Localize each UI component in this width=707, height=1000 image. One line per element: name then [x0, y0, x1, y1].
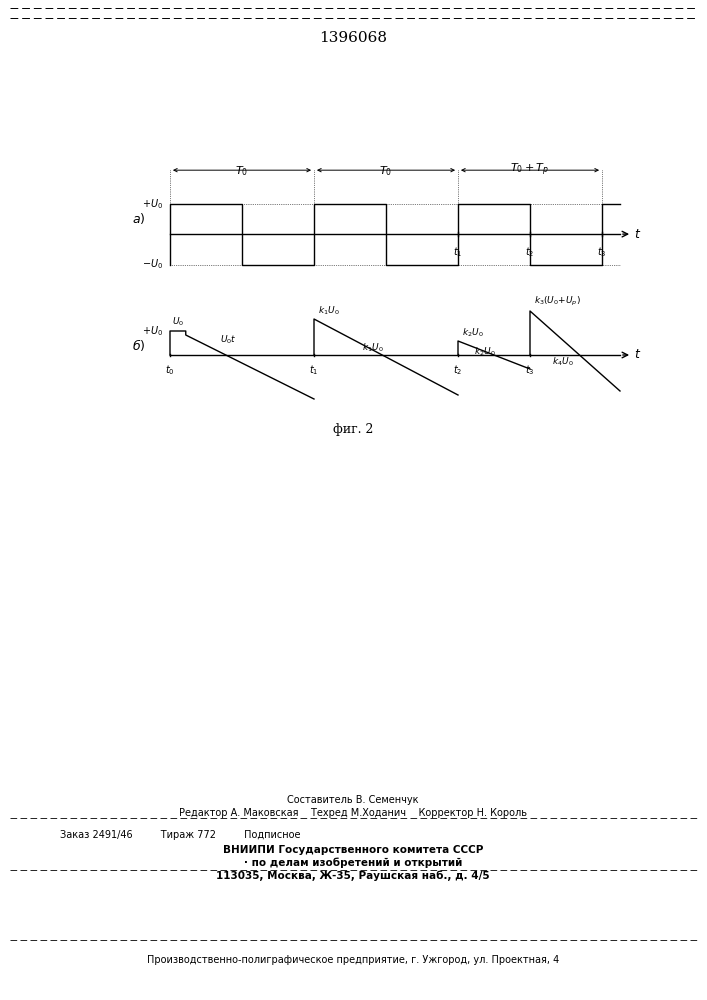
Text: · по делам изобретений и открытий: · по делам изобретений и открытий [244, 858, 462, 868]
Text: $t_3$: $t_3$ [525, 363, 534, 377]
Text: $k_2 U_0$: $k_2 U_0$ [462, 326, 484, 339]
Text: $-U_0$: $-U_0$ [142, 258, 163, 271]
Text: $U_0 t$: $U_0 t$ [220, 334, 237, 347]
Text: $t$: $t$ [633, 228, 641, 241]
Text: ВНИИПИ Государственного комитета СССР: ВНИИПИ Государственного комитета СССР [223, 845, 483, 855]
Text: $+U_0$: $+U_0$ [142, 197, 163, 211]
Text: Составитель В. Семенчук: Составитель В. Семенчук [287, 795, 419, 805]
Text: Заказ 2491/46         Тираж 772         Подписное: Заказ 2491/46 Тираж 772 Подписное [60, 830, 300, 840]
Text: $T_0+T_p$: $T_0+T_p$ [510, 161, 549, 178]
Text: $t_1$: $t_1$ [453, 245, 462, 259]
Text: 1396068: 1396068 [319, 31, 387, 45]
Text: $t_0$: $t_0$ [165, 363, 175, 377]
Text: $б)$: $б)$ [132, 337, 145, 353]
Text: $k_4 U_0$: $k_4 U_0$ [552, 356, 574, 368]
Text: $t_3$: $t_3$ [597, 245, 607, 259]
Text: $а)$: $а)$ [132, 211, 145, 226]
Text: $T_0$: $T_0$ [380, 164, 392, 178]
Text: $k_3(U_0{+}U_p)$: $k_3(U_0{+}U_p)$ [534, 295, 581, 308]
Text: $T_0$: $T_0$ [235, 164, 249, 178]
Text: Производственно-полиграфическое предприятие, г. Ужгород, ул. Проектная, 4: Производственно-полиграфическое предприя… [147, 955, 559, 965]
Text: 113035, Москва, Ж-35, Раушская наб., д. 4/5: 113035, Москва, Ж-35, Раушская наб., д. … [216, 871, 490, 881]
Text: $t_2$: $t_2$ [525, 245, 534, 259]
Text: $k_1 U_0$: $k_1 U_0$ [362, 342, 383, 355]
Text: $k_1 U_0$: $k_1 U_0$ [318, 304, 340, 317]
Text: фиг. 2: фиг. 2 [333, 424, 373, 436]
Text: $U_0$: $U_0$ [172, 316, 184, 328]
Text: Редактор А. Маковская    Техред М.Ходанич    Корректор Н. Король: Редактор А. Маковская Техред М.Ходанич К… [179, 808, 527, 818]
Text: $k_2 U_0$: $k_2 U_0$ [474, 346, 496, 359]
Text: $t$: $t$ [633, 349, 641, 361]
Text: $+U_0$: $+U_0$ [142, 324, 163, 338]
Text: $t_1$: $t_1$ [309, 363, 319, 377]
Text: $t_2$: $t_2$ [453, 363, 462, 377]
